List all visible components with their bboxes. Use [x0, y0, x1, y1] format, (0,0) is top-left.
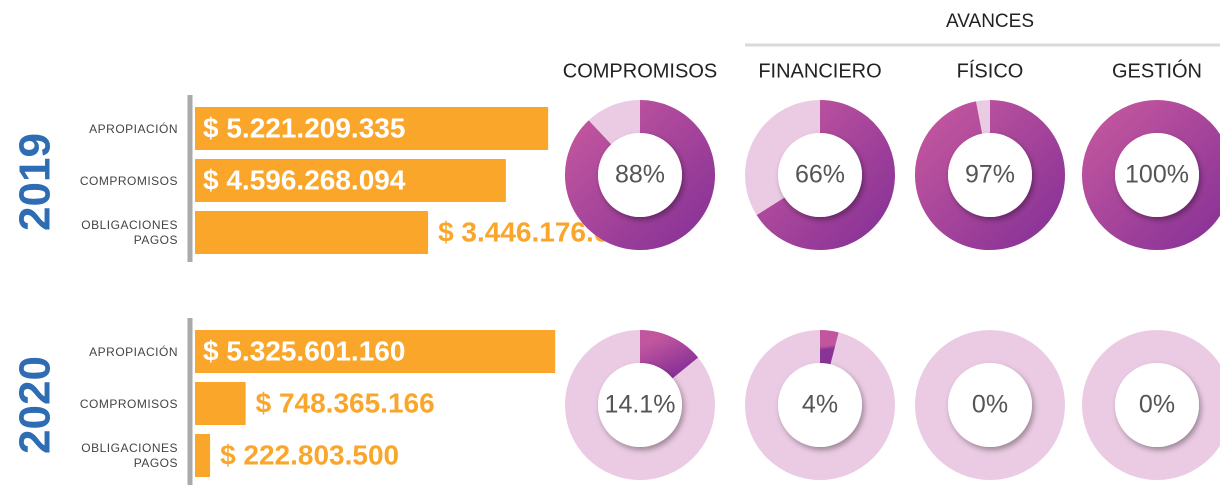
donut-center	[778, 133, 862, 217]
year-label: 2019	[11, 133, 60, 231]
donut-center	[598, 133, 682, 217]
donut-arc	[819, 330, 839, 365]
donut-arc	[1082, 100, 1220, 250]
value-label: $ 5.325.601.160	[203, 335, 405, 366]
column-header: GESTIÓN	[1112, 59, 1202, 82]
value-label: $ 222.803.500	[220, 439, 399, 470]
donut-center	[598, 363, 682, 447]
donut-label: 0%	[1139, 391, 1175, 419]
bar	[195, 107, 549, 150]
donut-center	[948, 133, 1032, 217]
donut-arc	[756, 100, 895, 250]
category-label: OBLIGACIONES PAGOS	[81, 441, 178, 470]
bar	[195, 330, 556, 373]
year-label: 2020	[11, 356, 60, 454]
donut-arc	[639, 330, 699, 380]
column-header: FÍSICO	[957, 59, 1024, 82]
donut-track	[1082, 330, 1220, 480]
donut-center	[1115, 133, 1199, 217]
value-label: $ 748.365.166	[256, 387, 435, 418]
bar	[195, 211, 429, 254]
donut-arc	[915, 100, 1065, 250]
donut-label: 0%	[972, 391, 1008, 419]
value-label: $ 4.596.268.094	[203, 164, 406, 195]
donut-arc	[565, 100, 715, 250]
column-header: FINANCIERO	[758, 60, 881, 82]
donut-label: 14.1%	[605, 391, 676, 419]
donut-track	[915, 330, 1065, 480]
bar	[195, 159, 506, 202]
donut-center	[948, 363, 1032, 447]
donut-label: 100%	[1125, 161, 1189, 189]
donut-center	[778, 363, 862, 447]
bar	[195, 382, 246, 425]
column-header: COMPROMISOS	[563, 60, 717, 82]
category-label: APROPIACIÓN	[89, 121, 178, 136]
donut-label: 66%	[795, 161, 845, 189]
bar	[195, 434, 211, 477]
group-title: AVANCES	[946, 11, 1034, 32]
category-label: COMPROMISOS	[79, 396, 178, 411]
donut-label: 88%	[615, 161, 665, 189]
value-label: $ 5.221.209.335	[203, 112, 405, 143]
donut-label: 97%	[965, 161, 1015, 189]
category-label: COMPROMISOS	[79, 173, 178, 188]
donut-label: 4%	[802, 391, 838, 419]
donut-center	[1115, 363, 1199, 447]
category-label: OBLIGACIONES PAGOS	[81, 218, 178, 247]
category-label: APROPIACIÓN	[89, 344, 178, 359]
